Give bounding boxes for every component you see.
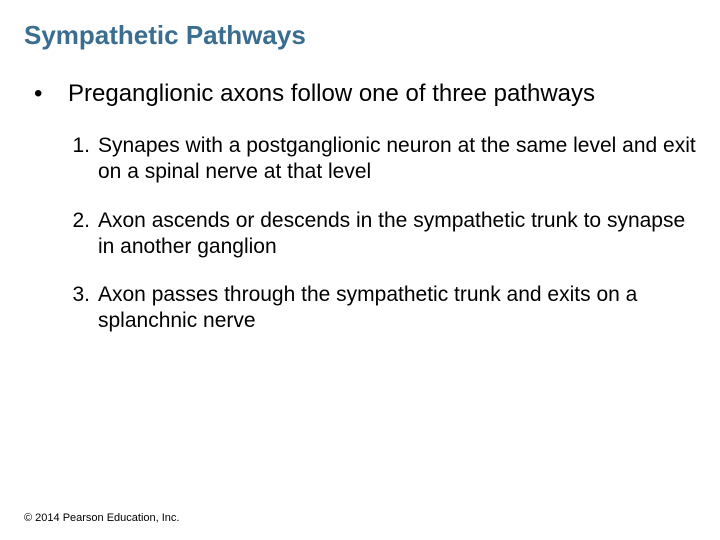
bullet-item: • Preganglionic axons follow one of thre… (34, 79, 696, 109)
list-number: 2. (68, 208, 98, 261)
slide-title: Sympathetic Pathways (24, 20, 696, 51)
list-number: 1. (68, 133, 98, 186)
slide-container: Sympathetic Pathways • Preganglionic axo… (0, 0, 720, 540)
list-item: 3. Axon passes through the sympathetic t… (68, 282, 696, 335)
list-item: 2. Axon ascends or descends in the sympa… (68, 208, 696, 261)
list-item: 1. Synapes with a postganglionic neuron … (68, 133, 696, 186)
bullet-marker: • (34, 79, 68, 109)
bullet-text: Preganglionic axons follow one of three … (68, 79, 595, 109)
copyright-text: © 2014 Pearson Education, Inc. (24, 512, 179, 524)
list-number: 3. (68, 282, 98, 335)
list-text: Axon passes through the sympathetic trun… (98, 282, 696, 335)
list-text: Axon ascends or descends in the sympathe… (98, 208, 696, 261)
list-text: Synapes with a postganglionic neuron at … (98, 133, 696, 186)
